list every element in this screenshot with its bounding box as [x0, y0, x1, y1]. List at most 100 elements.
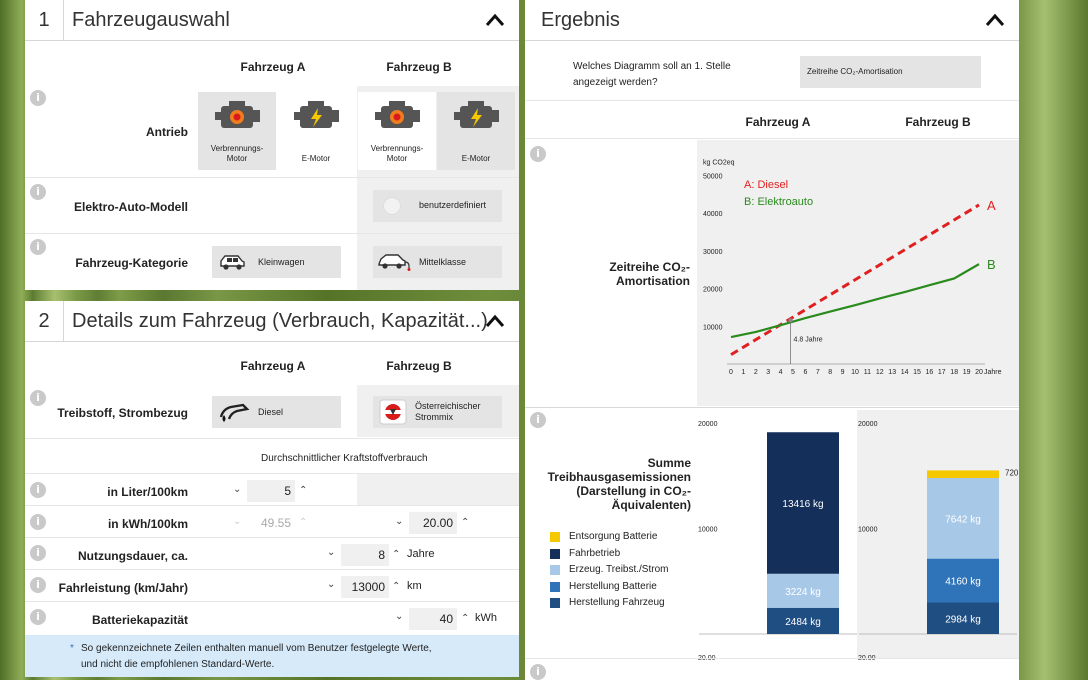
kwh-a-input: 49.55 — [247, 512, 295, 534]
category-a-button[interactable]: Kleinwagen — [212, 246, 341, 278]
info-icon[interactable]: i — [30, 184, 46, 200]
panel-header[interactable]: 1 Fahrzeugauswahl — [25, 0, 519, 41]
kwh-label: in kWh/100km — [107, 517, 188, 531]
chevron-up-icon[interactable] — [485, 313, 505, 329]
info-icon[interactable]: i — [30, 482, 46, 498]
chevron-up-icon[interactable] — [985, 12, 1005, 28]
row-divider — [25, 569, 519, 570]
legend-swatch — [550, 548, 560, 559]
x-tick-label: 7 — [816, 369, 820, 376]
info-icon[interactable]: i — [30, 577, 46, 593]
decrement-icon[interactable]: ⌄ — [395, 516, 404, 527]
tile-caption: E-Motor — [301, 154, 331, 163]
x-tick-label: 16 — [926, 369, 934, 376]
note-star: * — [70, 643, 74, 654]
bar-segment — [767, 573, 839, 608]
column-b-background — [357, 473, 519, 505]
info-icon[interactable]: i — [30, 90, 46, 106]
emissions-label: Summe Treibhausgasemissionen (Darstellun… — [545, 456, 691, 512]
electric-car-icon — [378, 254, 411, 271]
y-tick-label: 30000 — [703, 249, 723, 256]
ev-model-b-value: benutzerdefiniert — [419, 200, 487, 210]
decrement-icon[interactable]: ⌄ — [233, 484, 242, 495]
battery-label: Batteriekapazität — [91, 613, 188, 627]
column-header-a: Fahrzeug A — [240, 60, 306, 74]
x-tick-label: 6 — [803, 369, 807, 376]
x-tick-label: 12 — [876, 369, 884, 376]
combustion-engine-icon — [215, 101, 260, 128]
diagram-select[interactable]: Zeitreihe CO₂-Amortisation — [800, 56, 981, 88]
bar-segment — [767, 432, 839, 574]
increment-icon[interactable]: ⌃ — [392, 549, 401, 560]
panel-header[interactable]: 2 Details zum Fahrzeug (Verbrauch, Kapaz… — [25, 301, 519, 342]
liter-label: in Liter/100km — [107, 485, 188, 499]
bar-segment — [767, 607, 839, 634]
diagram-question: Welches Diagramm soll an 1. Stelle angez… — [573, 59, 731, 91]
row-divider — [525, 138, 1019, 139]
emissions-label-line-1: Summe — [647, 456, 691, 470]
y-tick-label: 20000 — [703, 287, 723, 294]
info-icon[interactable]: i — [30, 514, 46, 530]
combustion-engine-icon — [375, 101, 420, 128]
row-divider — [25, 438, 519, 439]
info-icon[interactable]: i — [530, 412, 546, 428]
panel-header[interactable]: Ergebnis — [525, 0, 1019, 41]
decrement-icon[interactable]: ⌄ — [327, 547, 336, 558]
info-icon[interactable]: i — [30, 239, 46, 255]
legend-swatch — [550, 581, 560, 592]
column-header-a: Fahrzeug A — [240, 359, 306, 373]
category-b-button[interactable]: Mittelklasse — [373, 246, 502, 278]
info-icon[interactable]: i — [30, 545, 46, 561]
fuel-b-button[interactable]: Österreichischer Strommix — [373, 396, 502, 428]
tile-a-combustion[interactable]: Verbrennungs-Motor — [198, 92, 276, 170]
fuel-a-value: Diesel — [258, 407, 284, 417]
x-tick-label: 19 — [963, 369, 971, 376]
y-tick-label: 10000 — [698, 527, 718, 534]
increment-icon[interactable]: ⌃ — [461, 517, 470, 528]
legend-entry: A: Diesel — [744, 179, 788, 191]
fuel-label: Treibstoff, Strombezug — [57, 406, 188, 420]
info-icon[interactable]: i — [30, 390, 46, 406]
intersection-label: 4.8 Jahre — [794, 336, 823, 343]
decrement-icon[interactable]: ⌄ — [395, 611, 404, 622]
panel-number: 2 — [25, 301, 64, 341]
tile-a-electric[interactable]: E-Motor — [277, 92, 355, 170]
kwh-b-input[interactable]: 20.00 — [409, 512, 457, 534]
legend-label: Entsorgung Batterie — [569, 531, 658, 542]
duration-label: Nutzungsdauer, ca. — [77, 549, 188, 563]
decrement-icon: ⌄ — [233, 516, 242, 527]
y-tick-label: 10000 — [703, 324, 723, 331]
bar-value-label: 4160 kg — [945, 577, 981, 588]
chevron-up-icon[interactable] — [485, 12, 505, 28]
mileage-input[interactable]: 13000 — [341, 576, 389, 598]
tile-caption: Verbrennungs-Motor — [370, 144, 424, 163]
legend-entry: B: Elektroauto — [744, 196, 813, 208]
tile-b-electric[interactable]: E-Motor — [437, 92, 515, 170]
info-icon[interactable]: i — [530, 146, 546, 162]
series-line-electric — [730, 263, 980, 339]
decrement-icon[interactable]: ⌄ — [327, 579, 336, 590]
info-icon[interactable]: i — [30, 609, 46, 625]
increment-icon[interactable]: ⌃ — [461, 613, 470, 624]
tile-b-combustion[interactable]: Verbrennungs-Motor — [358, 92, 436, 170]
fuel-a-button[interactable]: Diesel — [212, 396, 341, 428]
ev-model-b-button[interactable]: benutzerdefiniert — [373, 190, 502, 222]
mileage-unit: km — [407, 580, 422, 592]
series-line-diesel — [730, 203, 980, 356]
note-line-1: So gekennzeichnete Zeilen enthalten manu… — [81, 643, 432, 654]
emissions-label-line-3: (Darstellung in CO₂- — [576, 484, 691, 498]
bar-segment — [927, 602, 999, 634]
battery-unit: kWh — [475, 612, 497, 624]
duration-input[interactable]: 8 — [341, 544, 389, 566]
row-divider — [525, 100, 1019, 101]
liter-a-input[interactable]: 5 — [247, 480, 295, 502]
battery-input[interactable]: 40 — [409, 608, 457, 630]
increment-icon[interactable]: ⌃ — [299, 485, 308, 496]
bar-value-label: 3224 kg — [785, 587, 821, 598]
fuel-b-value: Österreichischer Strommix — [415, 401, 481, 422]
row-divider — [25, 601, 519, 602]
info-icon[interactable]: i — [530, 664, 546, 680]
bar-segment — [927, 478, 999, 559]
increment-icon[interactable]: ⌃ — [392, 581, 401, 592]
consumption-header: Durchschnittlicher Kraftstoffverbrauch — [261, 453, 428, 464]
